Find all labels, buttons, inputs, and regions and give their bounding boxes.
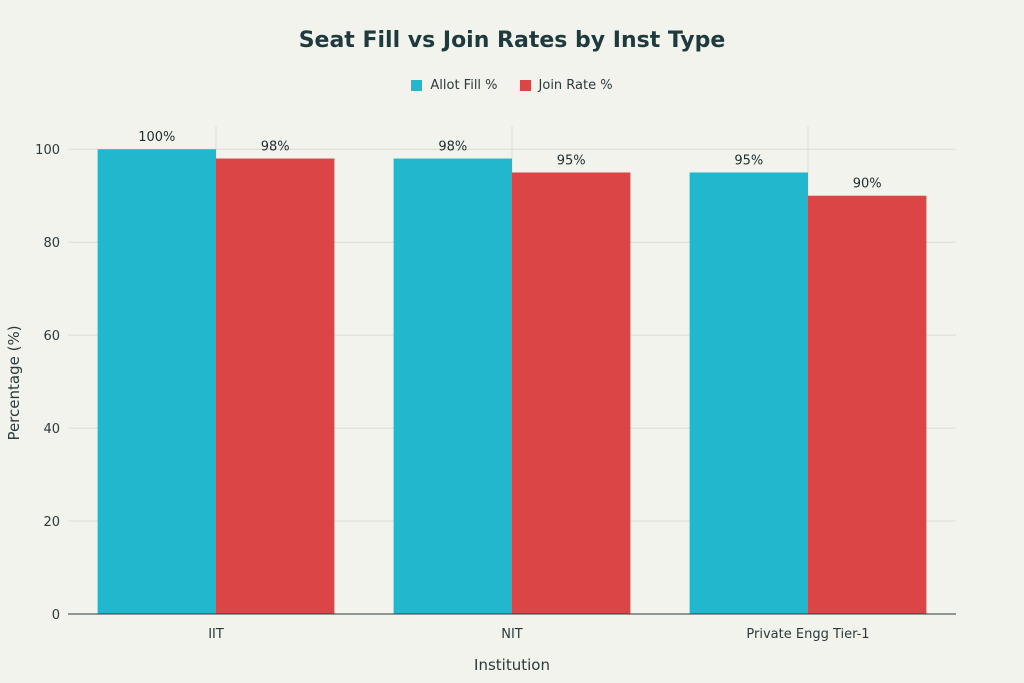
x-tick-label: Private Engg Tier-1 [746,627,869,642]
x-axis-label: Institution [474,656,550,674]
y-tick-label: 0 [52,608,60,623]
legend-item-allot-fill[interactable]: Allot Fill % [411,78,498,93]
chart-legend: Allot Fill % Join Rate % [0,78,1024,93]
data-label: 100% [138,130,175,145]
legend-item-join-rate[interactable]: Join Rate % [519,78,613,93]
x-tick-label: NIT [501,627,523,642]
legend-swatch-join-rate [519,80,531,91]
bar-allot-fill [97,149,216,614]
y-tick-label: 60 [43,329,60,344]
data-label: 98% [438,140,467,155]
x-tick-label: IIT [208,627,224,642]
y-tick-label: 40 [43,422,60,437]
legend-swatch-allot-fill [411,80,423,91]
bar-join-rate [216,158,335,615]
y-tick-label: 100 [35,143,60,158]
y-axis-label: Percentage (%) [5,325,23,441]
data-label: 95% [734,153,763,168]
chart-title: Seat Fill vs Join Rates by Inst Type [298,28,726,53]
data-label: 98% [261,140,290,155]
y-tick-label: 80 [43,236,60,251]
data-label: 90% [853,177,882,192]
bar-join-rate [808,195,927,614]
bar-allot-fill [393,158,512,615]
legend-label-allot-fill: Allot Fill % [430,78,498,93]
legend-label-join-rate: Join Rate % [538,78,613,93]
bar-join-rate [512,172,631,614]
data-label: 95% [557,153,586,168]
y-tick-label: 20 [43,515,60,530]
bar-allot-fill [689,172,808,614]
